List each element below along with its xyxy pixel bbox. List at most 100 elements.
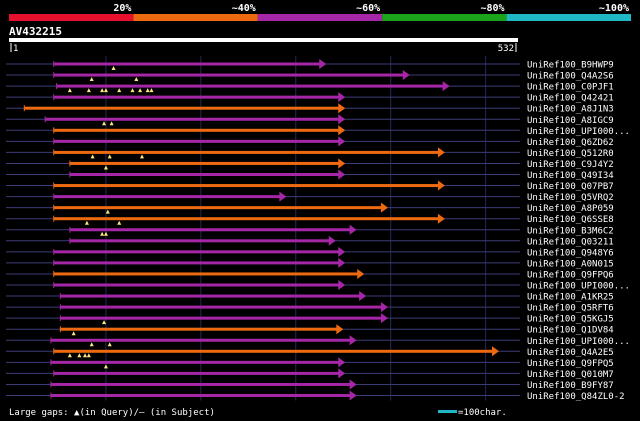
hit-name-link[interactable]: UniRef100_Q6ZD62 [527, 138, 614, 148]
hit-bar[interactable] [53, 128, 340, 132]
hit-bar[interactable] [53, 217, 439, 221]
hit-name-link[interactable]: UniRef100_UPI000... [527, 282, 630, 292]
hit-row[interactable]: UniRef100_A1KR25 [6, 291, 614, 303]
hit-bar[interactable] [69, 239, 330, 243]
hit-name-link[interactable]: UniRef100_C9J4Y2 [527, 160, 614, 170]
hit-row[interactable]: UniRef100_Q5VRQ2 [6, 191, 614, 204]
hit-row[interactable]: UniRef100_Q010M7 [6, 368, 614, 380]
hit-name-link[interactable]: UniRef100_A8IGC9 [527, 116, 614, 126]
hit-name-link[interactable]: UniRef100_Q07PB7 [527, 182, 614, 192]
hit-row[interactable]: UniRef100_A8J1N3 [6, 103, 614, 115]
hit-row[interactable]: UniRef100_Q9FPQ6 [6, 268, 614, 281]
hit-row[interactable]: UniRef100_C9J4Y2 [6, 158, 614, 170]
query-gap-marker [138, 88, 143, 93]
hit-row[interactable]: UniRef100_B9HWP9 [6, 59, 614, 71]
hit-name-link[interactable]: UniRef100_Q03211 [527, 237, 614, 247]
hit-bar[interactable] [53, 283, 340, 287]
hit-bar[interactable] [69, 228, 351, 232]
hit-bar[interactable] [69, 161, 340, 165]
hit-bar[interactable] [53, 195, 281, 199]
hit-bar[interactable] [53, 349, 494, 353]
hit-row[interactable]: UniRef100_Q948Y6 [6, 246, 614, 259]
hit-name-link[interactable]: UniRef100_Q5RFT6 [527, 304, 614, 314]
hit-name-link[interactable]: UniRef100_Q84ZL0-2 [527, 392, 625, 402]
hit-row[interactable]: UniRef100_A8P059 [6, 202, 614, 215]
hit-row[interactable]: UniRef100_Q4A2S6 [6, 70, 614, 82]
hit-row[interactable]: UniRef100_Q4A2E5 [6, 346, 614, 358]
hit-name-link[interactable]: UniRef100_B9HWP9 [527, 61, 614, 71]
query-gap-marker [84, 220, 89, 225]
hit-row[interactable]: UniRef100_Q07PB7 [6, 180, 614, 193]
hit-arrow [338, 246, 346, 257]
hit-row[interactable]: UniRef100_Q49I34 [6, 169, 614, 182]
hit-name-link[interactable]: UniRef100_Q49I34 [527, 171, 614, 181]
hit-name-link[interactable]: UniRef100_Q6SSE8 [527, 215, 614, 225]
hit-bar[interactable] [50, 382, 351, 386]
hit-row[interactable]: UniRef100_A8IGC9 [6, 114, 614, 126]
identity-scale-bar [9, 14, 631, 21]
hit-bar[interactable] [45, 117, 340, 121]
hit-arrow [338, 92, 346, 103]
hit-row[interactable]: UniRef100_A0N015 [6, 257, 614, 270]
hit-bar[interactable] [53, 150, 439, 154]
hit-row[interactable]: UniRef100_Q1DV84 [6, 324, 614, 336]
scale-segment [382, 14, 507, 21]
hit-bar[interactable] [53, 95, 340, 99]
hit-bar[interactable] [60, 294, 361, 298]
hit-bar[interactable] [53, 62, 321, 66]
hit-name-link[interactable]: UniRef100_A8J1N3 [527, 105, 614, 115]
hit-name-link[interactable]: UniRef100_A0N015 [527, 259, 614, 269]
hit-name-link[interactable]: UniRef100_UPI000... [527, 337, 630, 347]
hit-name-link[interactable]: UniRef100_Q9FPQ6 [527, 270, 614, 280]
hit-name-link[interactable]: UniRef100_A8P059 [527, 204, 614, 214]
hit-bar[interactable] [60, 327, 338, 331]
hit-bar[interactable] [53, 73, 404, 77]
hit-name-link[interactable]: UniRef100_A1KR25 [527, 293, 614, 303]
hit-name-link[interactable]: UniRef100_Q4A2E5 [527, 348, 614, 358]
hit-row[interactable]: UniRef100_Q5KGJ5 [6, 313, 614, 325]
hit-name-link[interactable]: UniRef100_C0PJF1 [527, 83, 614, 93]
hit-bar[interactable] [53, 139, 340, 143]
hit-row[interactable]: UniRef100_Q6SSE8 [6, 213, 614, 226]
hit-name-link[interactable]: UniRef100_Q5VRQ2 [527, 193, 614, 203]
hit-row[interactable]: UniRef100_Q5RFT6 [6, 302, 614, 314]
hit-name-link[interactable]: UniRef100_Q512R0 [527, 149, 614, 159]
hit-name-link[interactable]: UniRef100_Q4A2S6 [527, 72, 614, 82]
hit-bar[interactable] [53, 272, 359, 276]
hit-bar[interactable] [53, 184, 439, 188]
hit-bar[interactable] [56, 84, 444, 88]
hit-row[interactable]: UniRef100_B9FY87 [6, 379, 614, 391]
hit-bar[interactable] [60, 316, 382, 320]
hit-row[interactable]: UniRef100_UPI000... [6, 280, 630, 292]
hit-row[interactable]: UniRef100_Q512R0 [6, 147, 614, 159]
hit-row[interactable]: UniRef100_Q9FPQ5 [6, 357, 614, 369]
hit-row[interactable]: UniRef100_C0PJF1 [6, 81, 614, 93]
hit-row[interactable]: UniRef100_UPI000... [6, 335, 630, 347]
hit-bar[interactable] [53, 250, 340, 254]
hit-bar[interactable] [50, 360, 340, 364]
hit-bar[interactable] [24, 106, 340, 110]
hit-name-link[interactable]: UniRef100_UPI000... [527, 127, 630, 137]
hit-name-link[interactable]: UniRef100_Q5KGJ5 [527, 315, 614, 325]
hit-name-link[interactable]: UniRef100_Q1DV84 [527, 326, 614, 336]
hit-name-link[interactable]: UniRef100_Q9FPQ5 [527, 359, 614, 369]
hit-name-link[interactable]: UniRef100_Q948Y6 [527, 248, 614, 258]
hit-bar[interactable] [60, 305, 382, 309]
hit-name-link[interactable]: UniRef100_Q010M7 [527, 370, 614, 380]
hit-name-link[interactable]: UniRef100_Q42421 [527, 94, 614, 104]
hit-arrow [338, 114, 346, 125]
hit-row[interactable]: UniRef100_Q42421 [6, 92, 614, 104]
hit-bar[interactable] [50, 338, 351, 342]
hit-bar[interactable] [53, 371, 340, 375]
hit-row[interactable]: UniRef100_B3M6C2 [6, 224, 614, 237]
hit-row[interactable]: UniRef100_Q6ZD62 [6, 136, 614, 148]
hit-row[interactable]: UniRef100_Q03211 [6, 235, 614, 248]
hit-bar[interactable] [53, 261, 340, 265]
hit-name-link[interactable]: UniRef100_B3M6C2 [527, 226, 614, 236]
hit-bar[interactable] [50, 394, 351, 397]
hit-bar[interactable] [69, 173, 340, 176]
hit-bar[interactable] [53, 206, 382, 210]
hit-row[interactable]: UniRef100_UPI000... [6, 125, 630, 137]
hit-row[interactable]: UniRef100_Q84ZL0-2 [6, 390, 625, 403]
hit-name-link[interactable]: UniRef100_B9FY87 [527, 381, 614, 391]
